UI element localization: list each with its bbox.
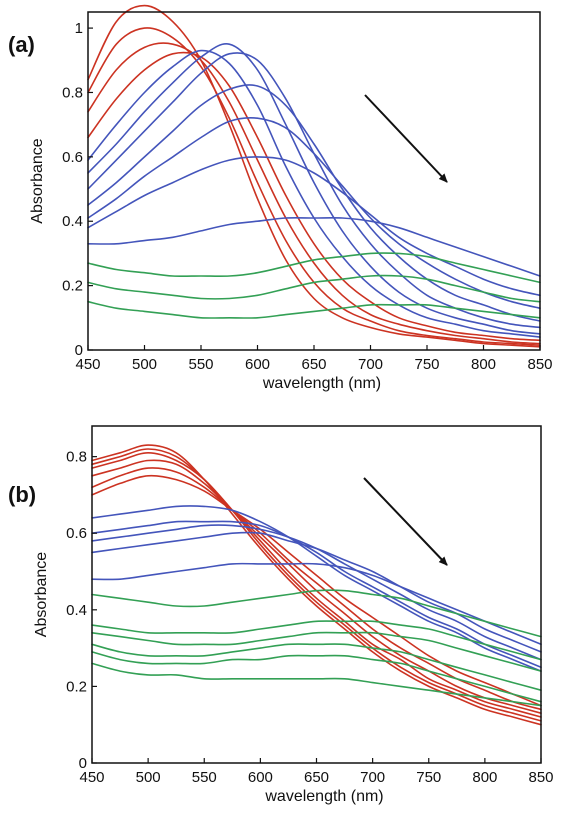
panel-b-x-tick-label: 550 [192, 769, 217, 786]
panel-a-y-tick-label: 0.4 [62, 213, 83, 230]
panel-a-y-tick-label: 1 [75, 20, 83, 37]
panel-a-series-line-blue-6 [87, 43, 541, 335]
panel-a-series-line-red-3 [87, 42, 541, 345]
panel-b-series-line-red-6 [91, 474, 542, 707]
panel-a-x-tick-label: 650 [301, 356, 326, 373]
panel-a-x-tick-label: 800 [471, 356, 496, 373]
panel-a-series-line-blue-10 [87, 156, 541, 297]
panel-b-series-line-green-12 [91, 589, 542, 638]
panel-b-x-tick-label: 750 [416, 769, 441, 786]
panel-b-series-line-green-13 [91, 620, 542, 661]
panel-b-y-tick-label: 0.6 [66, 525, 87, 542]
panel-a-trend-arrow [364, 94, 448, 183]
panel-a-x-tick-label: 500 [132, 356, 157, 373]
panel-a-x-tick-label: 700 [358, 356, 383, 373]
panel-b-x-tick-label: 500 [136, 769, 161, 786]
panel-b-series-line-green-14 [91, 631, 542, 672]
panel-b-label: (b) [8, 482, 36, 507]
panel-b-series-line-blue-10 [91, 531, 542, 653]
panel-b-x-tick-label: 800 [472, 769, 497, 786]
panel-b-series-line-green-16 [91, 651, 542, 703]
panel-b-series-line-blue-8 [91, 520, 542, 669]
panel-b-y-tick-label: 0 [79, 755, 87, 772]
panel-a-series-line-green-13 [87, 274, 541, 303]
panel-a-series-line-blue-8 [87, 84, 541, 322]
panel-b-series-line-green-17 [91, 662, 542, 707]
panel-a: 450 500 550 600 650 700 750 800 850 0 0.2 0.4 0.6 0.8… [8, 4, 553, 392]
panel-a-y-tick-label: 0 [75, 342, 83, 359]
panel-a-series-line-red-1 [87, 4, 541, 348]
panel-a-y-axis-label: Absorbance [29, 138, 46, 223]
panel-b-series-line-red-1 [91, 444, 542, 726]
panel-a-x-tick-label: 750 [414, 356, 439, 373]
panel-b-x-tick-label: 850 [528, 769, 553, 786]
panel-a-series-line-green-12 [87, 252, 541, 284]
panel-b-x-tick-label: 450 [79, 769, 104, 786]
panel-b-series-line-red-2 [91, 448, 542, 722]
panel-b-series-line-red-5 [91, 467, 542, 711]
panel-b-y-tick-label: 0.2 [66, 678, 87, 695]
panel-b-y-axis-label: Absorbance [33, 552, 50, 637]
panel-a-y-tick-label: 0.6 [62, 149, 83, 166]
panel-b-x-tick-label: 700 [360, 769, 385, 786]
panel-a-x-tick-label: 450 [75, 356, 100, 373]
panel-b-series [91, 444, 542, 726]
panel-b-y-tick-label: 0.8 [66, 449, 87, 466]
panel-b-x-axis-label: wavelength (nm) [264, 788, 383, 805]
panel-b-series-line-blue-9 [91, 524, 542, 661]
panel-b-trend-arrow [363, 477, 448, 566]
panel-a-x-tick-label: 850 [527, 356, 552, 373]
panel-b: 450 500 550 600 650 700 750 800 850 0 0.2 0.4 0.6 0.8… [8, 425, 554, 805]
panel-b-x-tick-label: 650 [304, 769, 329, 786]
panel-a-x-tick-label: 550 [188, 356, 213, 373]
panel-a-label: (a) [8, 32, 35, 57]
panel-a-y-tick-label: 0.8 [62, 84, 83, 101]
panel-a-y-tick-label: 0.2 [62, 278, 83, 295]
panel-a-x-axis-label: wavelength (nm) [262, 375, 381, 392]
panel-a-series-line-blue-11 [87, 216, 541, 277]
panel-a-x-tick-label: 600 [245, 356, 270, 373]
panel-a-series [87, 4, 541, 348]
panel-b-series-line-blue-7 [91, 505, 542, 672]
panel-b-x-tick-label: 600 [248, 769, 273, 786]
panel-b-series-line-red-3 [91, 452, 542, 718]
panel-b-y-tick-label: 0.4 [66, 602, 87, 619]
panel-a-series-line-green-14 [87, 300, 541, 319]
panel-a-series-line-red-4 [87, 51, 541, 342]
panel-a-series-line-blue-9 [87, 117, 541, 309]
panel-b-series-line-green-15 [91, 643, 542, 691]
panel-b-series-line-blue-11 [91, 562, 542, 646]
